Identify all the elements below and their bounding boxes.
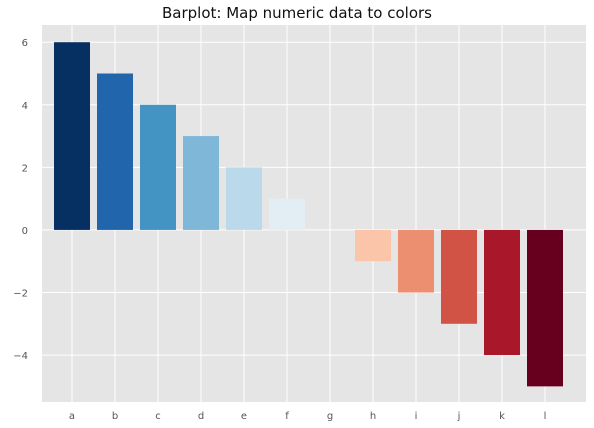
bar-a: [54, 42, 90, 230]
x-tick-label: e: [241, 411, 247, 422]
y-tick-label: −4: [13, 351, 28, 362]
x-tick-label: a: [69, 411, 75, 422]
x-tick-label: j: [457, 411, 461, 422]
bar-b: [97, 73, 133, 230]
bar-l: [527, 229, 563, 387]
x-tick-label: l: [544, 411, 547, 422]
y-tick-label: −2: [13, 288, 28, 299]
bar-h: [355, 229, 391, 262]
chart-title: Barplot: Map numeric data to colors: [162, 4, 432, 22]
y-tick-label: 4: [22, 101, 28, 112]
x-tick-label: b: [112, 411, 118, 422]
x-tick-label: k: [499, 411, 505, 422]
x-tick-label: c: [155, 411, 161, 422]
tick-layer: −4 −2 0 2 4 6 a b c d e f g h i j k l: [13, 38, 546, 422]
x-tick-label: f: [285, 411, 289, 422]
x-tick-label: i: [415, 411, 418, 422]
y-tick-label: 2: [22, 163, 28, 174]
bar-k: [484, 229, 520, 356]
bar-e: [226, 167, 262, 230]
bar-j: [441, 229, 477, 324]
bar-i: [398, 229, 434, 293]
bar-d: [183, 136, 219, 230]
bar-c: [140, 104, 176, 230]
y-tick-label: 0: [22, 226, 28, 237]
bar-f: [269, 198, 305, 230]
bar-layer: [54, 42, 563, 387]
y-tick-label: 6: [22, 38, 28, 49]
x-tick-label: h: [370, 411, 376, 422]
x-tick-label: d: [198, 411, 204, 422]
x-tick-label: g: [327, 411, 333, 422]
